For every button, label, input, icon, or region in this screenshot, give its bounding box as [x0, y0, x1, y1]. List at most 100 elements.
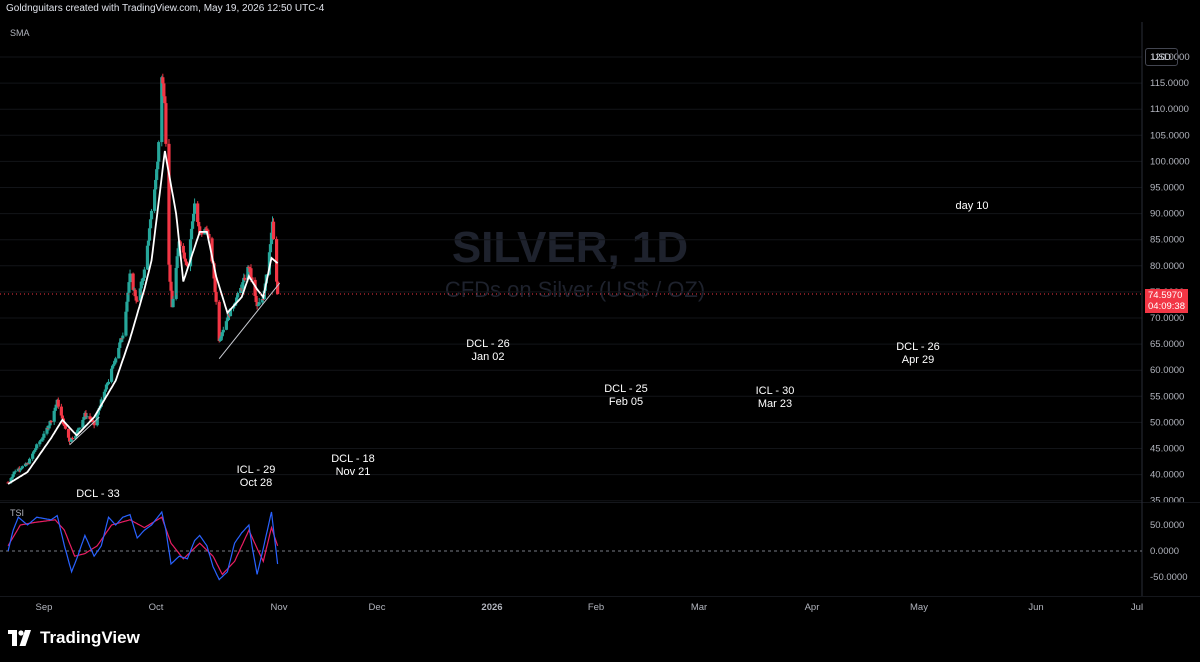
candle: [269, 232, 274, 248]
candle: [124, 309, 128, 337]
tsi-pane[interactable]: TSI 100.0000 50.0000 0.0000 -50.0000: [0, 494, 1200, 596]
candle: [225, 319, 229, 325]
candle: [42, 430, 46, 441]
last-price-tag: 74.5970 04:09:38: [1145, 289, 1188, 313]
cycle-annotation: ICL - 29 Oct 28: [237, 464, 276, 489]
candle: [275, 236, 279, 283]
candle: [171, 296, 175, 308]
candle: [104, 382, 109, 390]
candle: [167, 139, 171, 270]
tradingview-logo[interactable]: TradingView: [8, 628, 140, 648]
candle: [109, 366, 114, 384]
candle: [114, 356, 118, 365]
candle: [276, 281, 280, 295]
candle: [63, 424, 68, 430]
time-axis[interactable]: Sep Oct Nov Dec 2026 Feb Mar Apr May Jun Jul: [0, 595, 1200, 618]
candle: [39, 438, 43, 443]
price-tick-label: 110.0000: [1150, 104, 1189, 115]
candle: [255, 298, 259, 310]
candle: [128, 269, 132, 285]
time-tick-label: Sep: [36, 602, 53, 613]
candle: [84, 410, 88, 420]
candle: [133, 288, 137, 298]
candle: [33, 449, 37, 452]
time-tick-label: Dec: [369, 602, 386, 613]
candle: [221, 326, 225, 336]
candle: [56, 397, 60, 409]
price-tick-label: 100.0000: [1150, 156, 1190, 167]
candle: [163, 91, 167, 104]
price-tick-label: 40.0000: [1150, 470, 1184, 481]
tsi-tick-label: 100.0000: [1150, 502, 1190, 505]
candle: [76, 427, 80, 433]
price-tick-label: 95.0000: [1150, 183, 1184, 194]
candle: [271, 218, 276, 240]
candle: [117, 347, 121, 359]
price-tick-label: 60.0000: [1150, 365, 1184, 376]
candle: [156, 160, 160, 173]
candlestick-chart[interactable]: SILVER, 1D CFDs on Silver (US$ / OZ) DCL…: [0, 22, 1200, 513]
price-tick-label: 70.0000: [1150, 313, 1184, 324]
candle: [224, 317, 228, 331]
cycle-annotation: DCL - 26 Apr 29: [896, 341, 940, 366]
candle: [23, 462, 28, 467]
candle: [126, 291, 130, 305]
tradingview-logo-icon: [8, 630, 31, 646]
candle: [131, 272, 135, 291]
time-tick-label: 2026: [481, 602, 502, 613]
candle: [125, 300, 129, 316]
tsi-tick-label: -50.0000: [1150, 572, 1188, 583]
candle: [182, 250, 186, 260]
candle: [20, 465, 24, 469]
cycle-annotation: DCL - 26 Jan 02: [466, 338, 510, 363]
price-tick-label: 120.0000: [1150, 52, 1190, 63]
candle: [193, 198, 197, 215]
sma-indicator-label[interactable]: SMA: [10, 28, 30, 38]
price-tick-label: 45.0000: [1150, 444, 1184, 455]
brand-name: TradingView: [40, 628, 140, 647]
candle: [145, 243, 150, 270]
cycle-annotation: day 10: [955, 200, 988, 212]
candle: [121, 332, 125, 343]
candle: [236, 291, 240, 302]
last-price-value: 74.5970: [1148, 290, 1183, 301]
time-tick-label: Oct: [149, 602, 164, 613]
candle: [113, 361, 117, 367]
candle: [162, 79, 166, 100]
price-tick-label: 115.0000: [1150, 78, 1189, 89]
cycle-annotation: DCL - 25 Feb 05: [604, 383, 648, 408]
candle: [32, 451, 36, 455]
candle: [153, 189, 157, 213]
trendline-oct-nov: [69, 416, 100, 446]
time-tick-label: Jul: [1131, 602, 1143, 613]
candle: [135, 297, 139, 302]
time-tick-label: Nov: [271, 602, 288, 613]
candle: [77, 428, 81, 433]
price-pane[interactable]: SMA USD SILVER, 1D CFDs on Silver (US$ /…: [0, 22, 1200, 513]
candle: [214, 290, 218, 305]
candle: [197, 218, 201, 228]
candle: [174, 266, 178, 301]
candle: [27, 457, 32, 465]
candle: [200, 231, 204, 237]
candle: [45, 425, 49, 436]
tsi-indicator-label[interactable]: TSI: [10, 508, 25, 518]
price-tick-label: 85.0000: [1150, 235, 1184, 246]
price-tick-label: 105.0000: [1150, 130, 1190, 141]
tsi-signal-line: [7, 516, 279, 576]
watermark-title: SILVER, 1D: [452, 223, 688, 272]
currency-button[interactable]: USD: [1144, 48, 1178, 66]
price-tick-label: 65.0000: [1150, 339, 1184, 350]
price-tick-label: 90.0000: [1150, 209, 1184, 220]
chart-header: Goldnguitars created with TradingView.co…: [6, 3, 325, 14]
candle: [188, 236, 193, 272]
candle: [161, 73, 165, 85]
tsi-chart[interactable]: 100.0000 50.0000 0.0000 -50.0000: [0, 494, 1200, 596]
candle: [85, 413, 89, 420]
candle: [13, 469, 17, 473]
time-tick-label: Feb: [588, 602, 604, 613]
candle: [196, 201, 200, 224]
candle: [6, 481, 10, 484]
sma-line: [7, 150, 279, 485]
time-tick-label: Mar: [691, 602, 707, 613]
